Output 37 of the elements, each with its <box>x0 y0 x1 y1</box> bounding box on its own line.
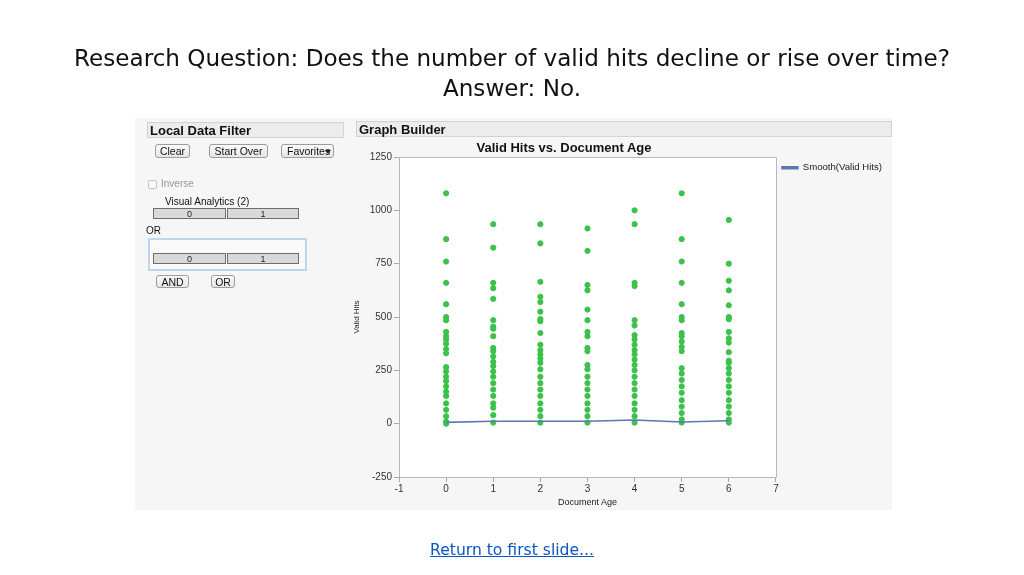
button: Clear <box>155 144 190 158</box>
button: AND <box>156 275 189 288</box>
button: OR <box>211 275 235 288</box>
panel-header: Graph Builder <box>356 121 892 137</box>
button: Start Over <box>209 144 268 158</box>
button: Favorites <box>281 144 334 158</box>
x-tick-label: 3 <box>584 482 591 494</box>
chart-title: Valid Hits vs. Document Age <box>475 140 653 156</box>
x-tick-label: 4 <box>631 482 638 494</box>
text: Visual Analytics (2) <box>165 196 250 208</box>
x-tick-label: 6 <box>726 482 733 494</box>
x-tick-label: 0 <box>443 482 450 494</box>
text: Return to first slide... <box>429 540 595 560</box>
x-tick-label: 7 <box>773 482 780 494</box>
y-tick-label: 1250 <box>369 150 393 162</box>
toggle-button: 0 <box>153 208 226 219</box>
x-tick-label: 5 <box>678 482 685 494</box>
y-tick-label: -250 <box>371 470 393 482</box>
text: Answer: No. <box>441 74 583 103</box>
y-tick-label: 0 <box>386 417 393 429</box>
x-tick-label: -1 <box>394 482 404 494</box>
legend-label: Smooth(Valid Hits) <box>802 161 883 173</box>
toggle-button: 1 <box>227 208 299 219</box>
x-tick-label: 2 <box>537 482 544 494</box>
y-tick-label: 250 <box>375 364 393 376</box>
x-axis-title: Document Age <box>557 497 617 508</box>
y-tick-label: 750 <box>375 257 393 269</box>
toggle-button: 0 <box>153 253 226 264</box>
text: Research Question: Does the number of valid hits decline or rise over time? <box>73 44 951 73</box>
text: Inverse <box>161 178 194 190</box>
x-tick-label: 1 <box>490 482 497 494</box>
panel-header: Local Data Filter <box>147 122 344 138</box>
y-tick-label: 500 <box>375 310 393 322</box>
text: OR <box>146 225 161 237</box>
y-axis-title: Valid Hits <box>352 300 361 334</box>
toggle-button: 1 <box>227 253 299 264</box>
y-tick-label: 1000 <box>369 204 393 216</box>
